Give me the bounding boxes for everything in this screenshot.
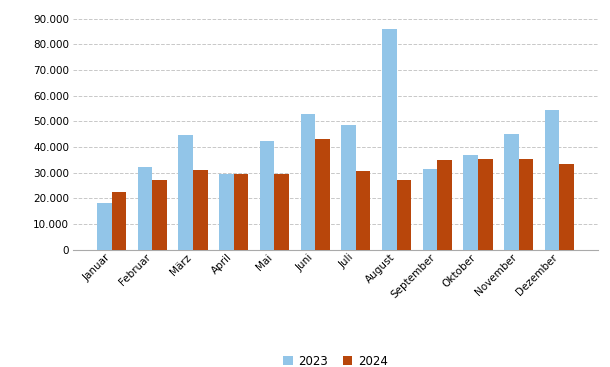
Bar <box>260 141 274 250</box>
Bar <box>179 135 193 250</box>
Bar <box>112 192 126 250</box>
Bar <box>396 180 411 250</box>
Legend: 2023, 2024: 2023, 2024 <box>283 355 388 367</box>
Bar <box>356 171 370 250</box>
Bar <box>559 164 574 250</box>
Bar <box>341 125 356 250</box>
Bar <box>193 170 208 250</box>
Bar <box>138 167 152 250</box>
Bar <box>463 155 478 250</box>
Bar <box>504 134 518 250</box>
Bar <box>545 110 559 250</box>
Bar <box>518 159 533 250</box>
Bar <box>97 203 112 250</box>
Bar <box>437 160 452 250</box>
Bar <box>234 174 248 250</box>
Bar <box>301 114 315 250</box>
Bar <box>478 159 492 250</box>
Bar <box>219 174 234 250</box>
Bar <box>274 174 289 250</box>
Bar <box>152 180 167 250</box>
Bar <box>382 29 396 250</box>
Bar <box>423 169 437 250</box>
Bar <box>315 139 330 250</box>
